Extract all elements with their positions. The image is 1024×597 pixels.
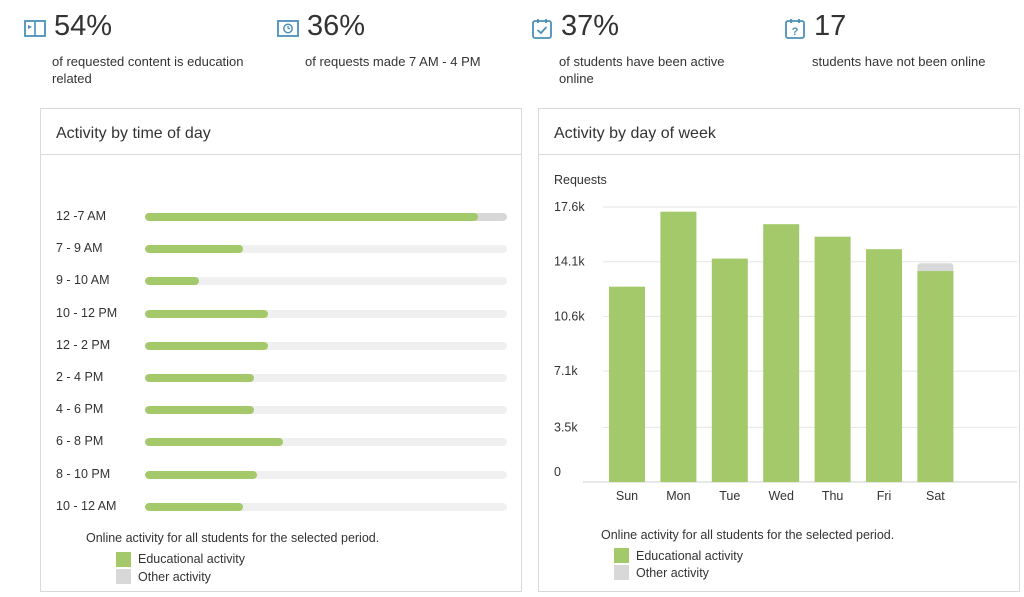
bar-row: 10 - 12 AM	[56, 499, 511, 515]
stat-label: of students have been active online	[559, 54, 725, 86]
y-tick-label: 0	[554, 465, 561, 479]
bar-educational-activity	[145, 502, 243, 511]
bar-label: 10 - 12 PM	[56, 305, 118, 320]
bar-track	[145, 374, 507, 382]
x-tick-label: Mon	[666, 489, 690, 503]
legend-label-educational: Educational activity	[636, 549, 744, 563]
stat-label: of requests made 7 AM - 4 PM	[305, 54, 481, 69]
bar-educational-activity	[145, 341, 269, 350]
bar-label: 4 - 6 PM	[56, 402, 104, 417]
bar-educational-activity	[145, 245, 243, 254]
x-tick-label: Sat	[926, 489, 945, 503]
panel-title: Activity by day of week	[554, 125, 716, 142]
legend-label-other: Other activity	[636, 566, 709, 580]
bar-label: 12 -7 AM	[56, 209, 107, 223]
bar-row: 10 - 12 PM	[56, 306, 511, 322]
bar-educational-activity	[145, 406, 254, 415]
x-tick-label: Fri	[877, 489, 892, 503]
stat-value: 17	[814, 10, 847, 42]
bar-educational-activity	[866, 249, 902, 482]
bar-track	[145, 438, 507, 447]
bar-educational-activity	[145, 277, 200, 286]
clock-book-icon	[277, 20, 299, 37]
bar-label: 9 - 10 AM	[56, 273, 110, 288]
bar-educational-activity	[609, 286, 645, 482]
x-tick-label: Tue	[719, 489, 740, 503]
bar-track	[145, 245, 507, 254]
bar-educational-activity	[145, 213, 479, 221]
bar-track	[145, 309, 507, 318]
stat-value: 54%	[54, 10, 113, 42]
bar-label: 12 - 2 PM	[56, 337, 111, 352]
bar-educational-activity	[660, 211, 697, 482]
legend-swatch-other	[614, 565, 629, 580]
bar-educational-activity	[711, 258, 748, 482]
bar-label: 2 - 4 PM	[56, 370, 104, 384]
bar-educational-activity	[145, 470, 258, 479]
x-tick-label: Thu	[822, 489, 844, 503]
bar-educational-activity	[814, 236, 851, 482]
bar-row: 7 - 9 AM	[56, 241, 511, 257]
bar-track	[145, 502, 507, 511]
y-tick-label: 10.6k	[554, 309, 585, 323]
calendar-question-icon: ?	[785, 19, 805, 39]
legend-swatch-other	[116, 569, 131, 584]
chart-caption: Online activity for all students for the…	[86, 531, 380, 545]
legend-swatch-educational	[614, 548, 629, 563]
bar-row: 2 - 4 PM	[56, 370, 511, 386]
legend-label-educational: Educational activity	[138, 552, 246, 566]
y-tick-label: 7.1k	[554, 364, 578, 378]
bar-track	[145, 470, 507, 479]
bar-educational-activity	[145, 309, 269, 318]
x-tick-label: Sun	[616, 489, 638, 503]
bar-row: 4 - 6 PM	[56, 402, 511, 418]
bar-educational-activity	[763, 224, 800, 482]
day-of-week-panel: Activity by day of week Requests 0 3.5k 7.1…	[538, 108, 1020, 592]
bar-label: 6 - 8 PM	[56, 434, 104, 449]
y-axis-title: Requests	[554, 173, 607, 187]
day-of-week-chart: Requests 0 3.5k 7.1k 10.6k 14.1k 17.6k Sun Mon Tu…	[554, 173, 1017, 503]
x-tick-label: Wed	[768, 489, 794, 503]
bar-row: 9 - 10 AM	[56, 273, 511, 289]
y-tick-label: 17.6k	[554, 200, 585, 214]
legend-label-other: Other activity	[138, 570, 211, 584]
bar-educational-activity	[145, 438, 283, 447]
bar-educational-activity	[145, 374, 254, 382]
bar-row: 12 - 2 PM	[56, 338, 511, 354]
svg-text:?: ?	[792, 26, 799, 38]
bar-track	[145, 213, 507, 221]
stat-label: of requested content is education relate…	[52, 54, 244, 86]
y-tick-label: 3.5k	[554, 420, 578, 434]
legend-swatch-educational	[116, 552, 131, 567]
stat-label: students have not been online	[812, 54, 986, 69]
bar-label: 10 - 12 AM	[56, 498, 117, 513]
calendar-check-icon	[532, 19, 552, 39]
bar-row: 12 -7 AM	[56, 209, 511, 225]
stat-value: 37%	[561, 10, 620, 42]
book-icon	[24, 20, 46, 37]
bar-row: 6 - 8 PM	[56, 434, 511, 450]
chart-caption: Online activity for all students for the…	[601, 528, 895, 542]
bar-label: 7 - 9 AM	[56, 241, 103, 256]
divider	[41, 154, 521, 155]
y-tick-label: 14.1k	[554, 255, 585, 269]
stat-value: 36%	[307, 10, 366, 42]
bar-educational-activity	[917, 271, 954, 482]
bar-track	[145, 406, 507, 415]
divider	[539, 154, 1019, 155]
bar-track	[145, 277, 507, 286]
bar-row: 8 - 10 PM	[56, 467, 511, 483]
time-of-day-panel: Activity by time of day 12 -7 AM 7 - 9 AM…	[40, 108, 522, 592]
bar-label: 8 - 10 PM	[56, 466, 111, 481]
bar-track	[145, 341, 507, 350]
panel-title: Activity by time of day	[56, 125, 211, 142]
